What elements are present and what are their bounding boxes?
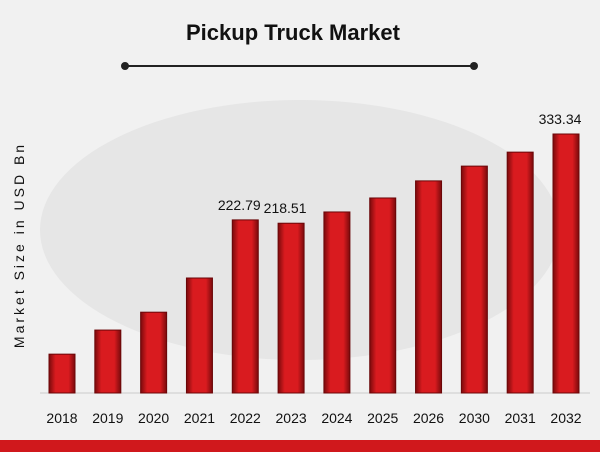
chart-title: Pickup Truck Market [186, 20, 401, 45]
x-tick-label: 2030 [459, 410, 490, 426]
bar [323, 211, 351, 394]
bar [140, 311, 168, 394]
y-axis-title: Market Size in USD Bn [11, 142, 27, 348]
bar [460, 165, 488, 394]
rule-dot [470, 62, 478, 70]
bar [415, 180, 443, 394]
x-tick-label: 2026 [413, 410, 444, 426]
bar [231, 219, 259, 394]
x-tick-label: 2025 [367, 410, 398, 426]
x-tick-label: 2020 [138, 410, 169, 426]
bar [506, 151, 534, 394]
bar [277, 222, 305, 394]
rule-dot [121, 62, 129, 70]
value-label: 218.51 [264, 200, 307, 216]
x-tick-label: 2022 [230, 410, 261, 426]
x-tick-label: 2018 [46, 410, 77, 426]
footer-band [0, 440, 600, 452]
bar [552, 133, 580, 394]
x-tick-label: 2031 [505, 410, 536, 426]
value-label: 333.34 [539, 111, 582, 127]
x-tick-label: 2021 [184, 410, 215, 426]
bar [369, 197, 397, 394]
x-tick-label: 2032 [550, 410, 581, 426]
x-tick-label: 2019 [92, 410, 123, 426]
bar [185, 277, 213, 394]
value-label: 222.79 [218, 197, 261, 213]
x-tick-label: 2024 [321, 410, 352, 426]
bar [94, 329, 122, 394]
bar [48, 353, 76, 394]
x-tick-label: 2023 [276, 410, 307, 426]
